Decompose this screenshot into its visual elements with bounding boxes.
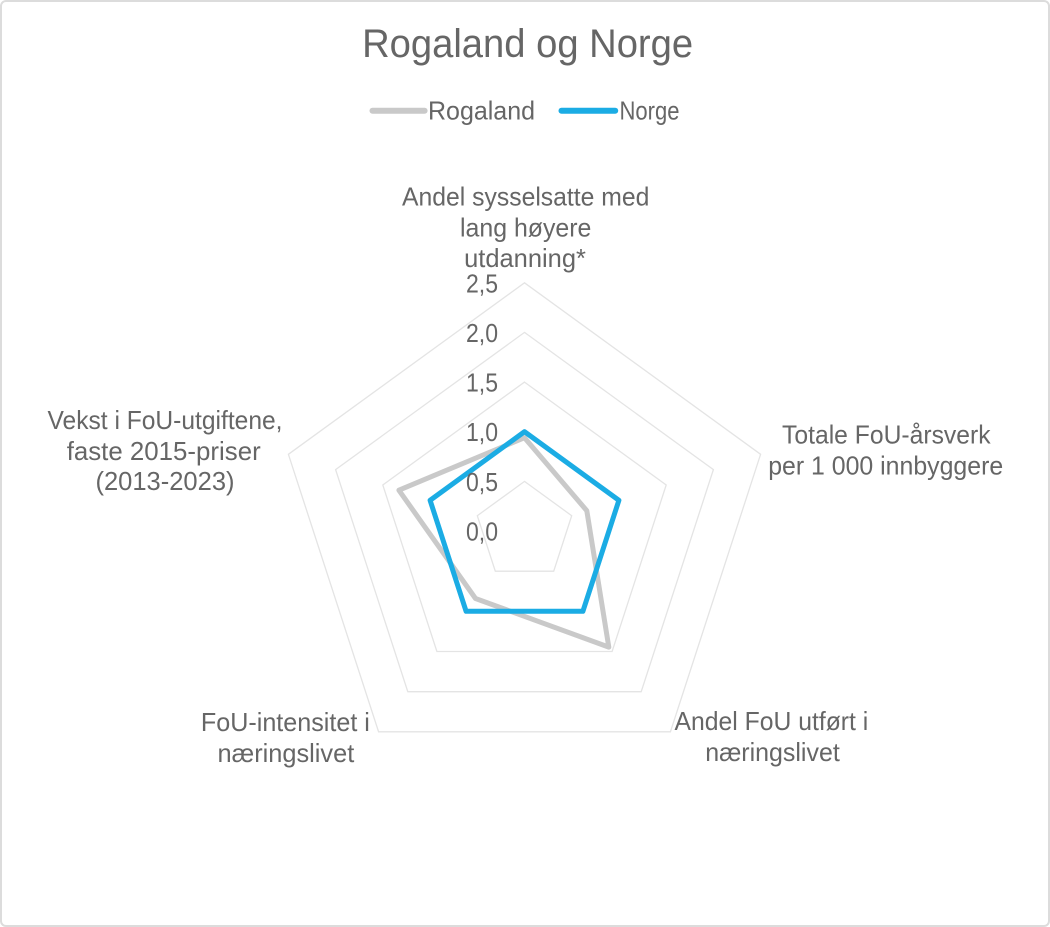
svg-text:2,5: 2,5 bbox=[466, 268, 498, 298]
svg-text:2,0: 2,0 bbox=[466, 318, 498, 348]
svg-text:FoU-intensitet i: FoU-intensitet i bbox=[201, 707, 370, 737]
svg-text:1,5: 1,5 bbox=[466, 368, 498, 398]
svg-text:0,5: 0,5 bbox=[466, 467, 498, 497]
svg-text:næringslivet: næringslivet bbox=[218, 738, 355, 768]
svg-text:Norge: Norge bbox=[620, 96, 680, 126]
svg-text:per 1 000 innbyggere: per 1 000 innbyggere bbox=[768, 451, 1003, 481]
svg-text:Rogaland og Norge: Rogaland og Norge bbox=[362, 22, 693, 66]
svg-text:Vekst i FoU-utgiftene,: Vekst i FoU-utgiftene, bbox=[48, 405, 283, 435]
svg-text:0,0: 0,0 bbox=[466, 517, 498, 547]
svg-text:Totale FoU-årsverk: Totale FoU-årsverk bbox=[782, 420, 991, 450]
svg-text:Andel sysselsatte med: Andel sysselsatte med bbox=[402, 182, 649, 212]
svg-text:Rogaland: Rogaland bbox=[428, 96, 535, 126]
svg-text:utdanning*: utdanning* bbox=[464, 243, 586, 273]
svg-text:faste 2015-priser: faste 2015-priser bbox=[67, 436, 261, 466]
svg-text:1,0: 1,0 bbox=[466, 417, 498, 447]
svg-text:(2013-2023): (2013-2023) bbox=[96, 466, 235, 496]
svg-text:lang høyere: lang høyere bbox=[460, 212, 591, 242]
svg-text:Andel FoU utført i: Andel FoU utført i bbox=[675, 706, 869, 736]
svg-text:næringslivet: næringslivet bbox=[705, 737, 840, 767]
